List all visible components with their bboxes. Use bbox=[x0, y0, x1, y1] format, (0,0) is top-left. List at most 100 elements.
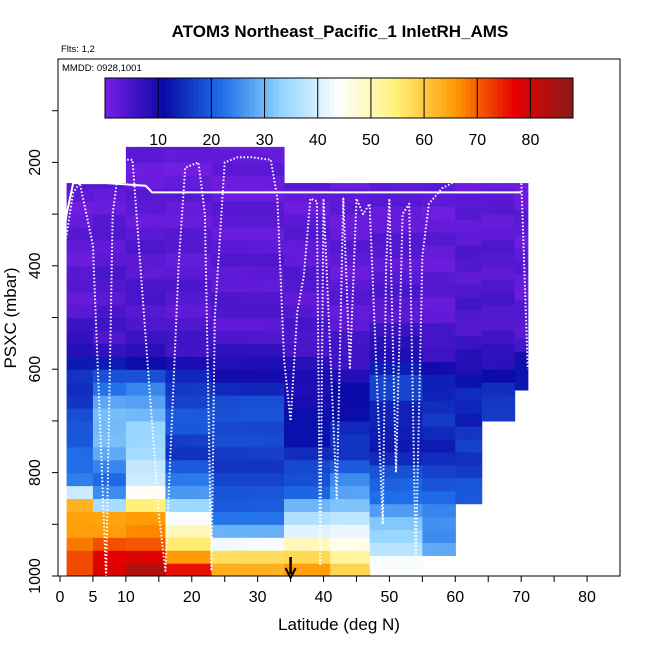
heatmap-cell bbox=[119, 498, 127, 512]
colorbar-tick-label: 80 bbox=[522, 132, 540, 149]
heatmap-cell bbox=[448, 232, 456, 246]
heatmap-cell bbox=[297, 472, 311, 487]
heatmap-cell bbox=[284, 291, 298, 306]
heatmap-cell bbox=[455, 387, 470, 401]
heatmap-cell bbox=[119, 433, 127, 448]
heatmap-cell bbox=[277, 550, 285, 564]
heatmap-cell bbox=[297, 343, 311, 357]
heatmap-cell bbox=[508, 369, 516, 383]
heatmap-cell bbox=[435, 387, 450, 401]
heatmap-cell bbox=[204, 382, 213, 396]
heatmap-cell bbox=[106, 498, 120, 512]
heatmap-cell bbox=[323, 317, 331, 332]
heatmap-cell bbox=[422, 219, 437, 233]
heatmap-cell bbox=[211, 146, 226, 151]
heatmap-cell bbox=[284, 511, 298, 525]
colorbar-swatch bbox=[526, 78, 532, 118]
heatmap-cell bbox=[152, 304, 167, 319]
heatmap-cell bbox=[277, 446, 285, 461]
heatmap-cell bbox=[323, 201, 331, 215]
heatmap-cell bbox=[251, 382, 265, 396]
heatmap-cell bbox=[310, 317, 325, 332]
heatmap-cell bbox=[92, 395, 107, 409]
heatmap-cell bbox=[66, 369, 81, 383]
colorbar-swatch bbox=[409, 78, 415, 118]
heatmap-cell bbox=[119, 304, 127, 319]
heatmap-cell bbox=[106, 472, 120, 487]
heatmap-cell bbox=[481, 239, 496, 254]
heatmap-cell bbox=[455, 193, 470, 207]
heatmap-cell bbox=[79, 227, 94, 241]
heatmap-cell bbox=[481, 330, 496, 344]
heatmap-cell bbox=[448, 464, 456, 479]
heatmap-cell bbox=[251, 162, 265, 176]
heatmap-cell bbox=[191, 356, 206, 370]
colorbar-swatch bbox=[123, 78, 129, 118]
heatmap-cell bbox=[125, 343, 140, 357]
heatmap-cell bbox=[264, 420, 279, 435]
heatmap-cell bbox=[481, 278, 496, 293]
heatmap-cell bbox=[448, 296, 456, 311]
heatmap-cell bbox=[369, 193, 384, 207]
heatmap-cell bbox=[79, 317, 94, 332]
heatmap-cell bbox=[369, 183, 384, 195]
colorbar-swatch bbox=[175, 78, 181, 118]
heatmap-cell bbox=[237, 433, 252, 448]
y-tick-label: 600 bbox=[27, 356, 44, 383]
heatmap-cell bbox=[79, 330, 94, 344]
heatmap-cell bbox=[297, 485, 311, 500]
heatmap-cell bbox=[494, 395, 509, 409]
heatmap-cell bbox=[310, 395, 325, 409]
heatmap-cell bbox=[191, 382, 206, 396]
heatmap-cell bbox=[152, 201, 167, 215]
heatmap-cell bbox=[191, 252, 206, 267]
colorbar-swatch bbox=[306, 78, 312, 118]
heatmap-cell bbox=[297, 395, 311, 409]
heatmap-cell bbox=[211, 317, 226, 332]
heatmap-cell bbox=[178, 146, 193, 151]
heatmap-cell bbox=[508, 201, 516, 215]
heatmap-cell bbox=[284, 188, 298, 202]
heatmap-cell bbox=[251, 317, 265, 332]
heatmap-cell bbox=[343, 382, 358, 396]
heatmap-cell bbox=[125, 175, 140, 189]
heatmap-cell bbox=[409, 258, 423, 272]
heatmap-cell bbox=[211, 550, 226, 564]
heatmap-cell bbox=[165, 356, 180, 370]
heatmap-cell bbox=[448, 516, 456, 531]
heatmap-cell bbox=[79, 420, 94, 435]
heatmap-cell bbox=[297, 511, 311, 525]
colorbar-swatch bbox=[381, 78, 387, 118]
heatmap-cell bbox=[224, 356, 239, 370]
heatmap-cell bbox=[284, 433, 298, 448]
heatmap-cell bbox=[178, 382, 193, 396]
heatmap-cell bbox=[468, 490, 483, 505]
colorbar-swatch bbox=[128, 78, 134, 118]
heatmap-cell bbox=[297, 183, 311, 189]
heatmap-cell bbox=[237, 498, 252, 512]
heatmap-cell bbox=[204, 188, 213, 202]
heatmap-cell bbox=[409, 555, 423, 569]
heatmap-cell bbox=[191, 433, 206, 448]
heatmap-cell bbox=[237, 537, 252, 551]
heatmap-cell bbox=[204, 146, 213, 151]
heatmap-cell bbox=[330, 265, 344, 280]
heatmap-cell bbox=[79, 563, 94, 576]
heatmap-cell bbox=[237, 304, 252, 319]
heatmap-cell bbox=[435, 206, 450, 220]
colorbar-swatch bbox=[367, 78, 373, 118]
heatmap-cell bbox=[211, 304, 226, 319]
heatmap-cell bbox=[284, 201, 298, 215]
heatmap-cell bbox=[125, 188, 140, 202]
heatmap-cell bbox=[330, 524, 344, 538]
heatmap-cell bbox=[178, 472, 193, 487]
heatmap-cell bbox=[494, 183, 509, 189]
heatmap-cell bbox=[284, 446, 298, 461]
heatmap-cell bbox=[310, 537, 325, 551]
heatmap-cell bbox=[508, 343, 516, 357]
colorbar-swatch bbox=[432, 78, 438, 118]
heatmap-cell bbox=[323, 446, 331, 461]
heatmap-cell bbox=[139, 149, 153, 163]
heatmap-cell bbox=[455, 283, 470, 298]
